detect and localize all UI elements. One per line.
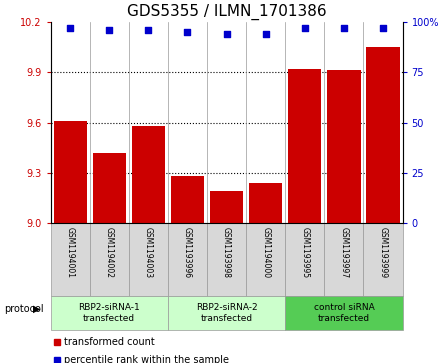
Bar [129, 223, 168, 296]
Bar [168, 223, 207, 296]
Bar [288, 69, 322, 223]
Text: GSM1194003: GSM1194003 [144, 227, 153, 278]
Bar [285, 296, 403, 330]
Point [184, 29, 191, 35]
Bar [171, 176, 204, 223]
Bar [93, 153, 126, 223]
Text: RBP2-siRNA-2
transfected: RBP2-siRNA-2 transfected [196, 303, 257, 323]
Text: GSM1193998: GSM1193998 [222, 227, 231, 278]
Text: GSM1193996: GSM1193996 [183, 227, 192, 278]
Point [145, 27, 152, 33]
Bar [246, 223, 285, 296]
Bar [285, 223, 324, 296]
Text: RBP2-siRNA-1
transfected: RBP2-siRNA-1 transfected [78, 303, 140, 323]
Point [380, 25, 387, 31]
Text: GSM1194002: GSM1194002 [105, 227, 114, 278]
Text: transformed count: transformed count [64, 337, 154, 347]
Bar [51, 223, 90, 296]
Bar [132, 126, 165, 223]
Bar [363, 223, 403, 296]
Text: percentile rank within the sample: percentile rank within the sample [64, 355, 229, 363]
Point [223, 31, 230, 37]
Text: protocol: protocol [4, 303, 44, 314]
Bar [327, 70, 360, 223]
Text: GSM1194001: GSM1194001 [66, 227, 75, 278]
Title: GDS5355 / ILMN_1701386: GDS5355 / ILMN_1701386 [127, 4, 326, 20]
Bar [324, 223, 363, 296]
Point [106, 27, 113, 33]
Bar [90, 223, 129, 296]
Point [262, 31, 269, 37]
Bar [168, 296, 285, 330]
Bar [54, 121, 87, 223]
Bar [210, 191, 243, 223]
Bar [249, 183, 282, 223]
Text: control siRNA
transfected: control siRNA transfected [314, 303, 374, 323]
Text: GSM1193997: GSM1193997 [339, 227, 348, 278]
Bar [207, 223, 246, 296]
Point [301, 25, 308, 31]
Bar [367, 47, 400, 223]
Bar [51, 296, 168, 330]
Text: GSM1193995: GSM1193995 [301, 227, 309, 278]
Text: ▶: ▶ [33, 303, 40, 314]
Text: GSM1193999: GSM1193999 [378, 227, 388, 278]
Text: GSM1194000: GSM1194000 [261, 227, 270, 278]
Point [341, 25, 348, 31]
Point [66, 25, 73, 31]
